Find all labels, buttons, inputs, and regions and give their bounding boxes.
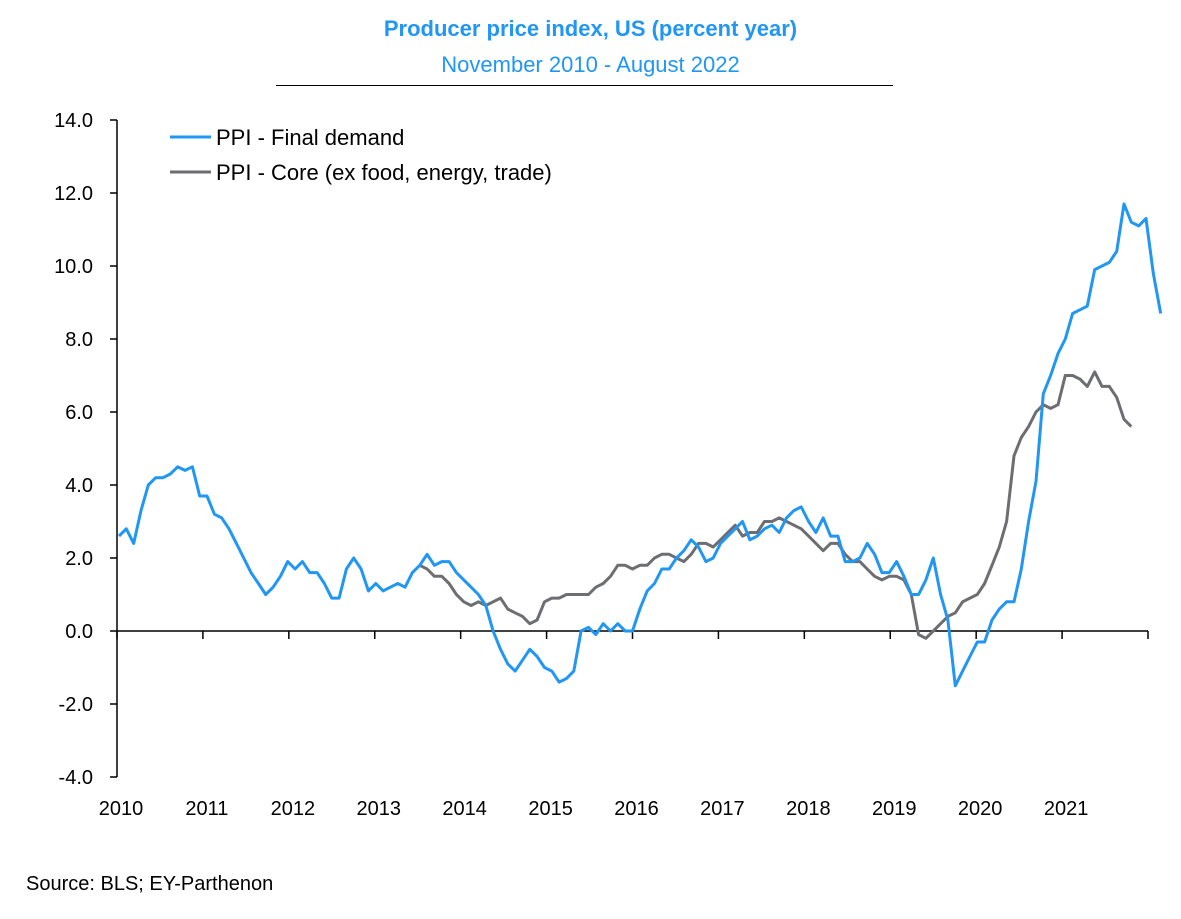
x-tick-label: 2017 bbox=[700, 798, 745, 820]
series-layer bbox=[117, 202, 1163, 688]
y-tick-label: 0.0 bbox=[65, 621, 93, 643]
x-tick-label: 2016 bbox=[614, 798, 659, 820]
y-tick-label: -2.0 bbox=[59, 694, 93, 716]
y-axis-ticks: 14.0 12.0 10.0 8.0 6.0 4.0 2.0 0.0 -2.0 -4.0 bbox=[54, 110, 117, 789]
x-axis-ticks: 2010 2011 2012 2013 2014 2015 2016 2017 2018 2019… bbox=[99, 631, 1149, 820]
source-note: Source: BLS; EY-Parthenon bbox=[26, 873, 274, 895]
x-tick-label: 2018 bbox=[786, 798, 831, 820]
x-tick-label: 2015 bbox=[528, 798, 573, 820]
x-tick-label: 2010 bbox=[99, 798, 144, 820]
y-tick-label: 2.0 bbox=[65, 548, 93, 570]
legend-label-final-demand: PPI - Final demand bbox=[216, 125, 404, 150]
title-underline bbox=[276, 85, 893, 86]
y-tick-label: 6.0 bbox=[65, 402, 93, 424]
chart-subtitle: November 2010 - August 2022 bbox=[441, 52, 740, 77]
axes bbox=[116, 120, 1148, 777]
y-tick-label: 8.0 bbox=[65, 329, 93, 351]
y-tick-label: 4.0 bbox=[65, 475, 93, 497]
series-line-final-demand bbox=[117, 202, 1163, 688]
x-tick-label: 2011 bbox=[185, 798, 228, 820]
legend-label-core: PPI - Core (ex food, energy, trade) bbox=[216, 160, 552, 185]
legend: PPI - Final demand PPI - Core (ex food, … bbox=[170, 125, 552, 185]
chart-title: Producer price index, US (percent year) bbox=[383, 16, 798, 41]
y-tick-label: -4.0 bbox=[59, 767, 93, 789]
x-tick-label: 2013 bbox=[357, 798, 402, 820]
x-tick-label: 2020 bbox=[958, 798, 1003, 820]
x-tick-label: 2012 bbox=[271, 798, 316, 820]
x-tick-label: 2014 bbox=[442, 798, 487, 820]
y-tick-label: 10.0 bbox=[54, 256, 93, 278]
x-tick-label: 2019 bbox=[872, 798, 917, 820]
y-tick-label: 14.0 bbox=[54, 110, 93, 132]
y-tick-label: 12.0 bbox=[54, 183, 93, 205]
series-line-core bbox=[419, 370, 1133, 640]
x-tick-label: 2021 bbox=[1044, 798, 1089, 820]
